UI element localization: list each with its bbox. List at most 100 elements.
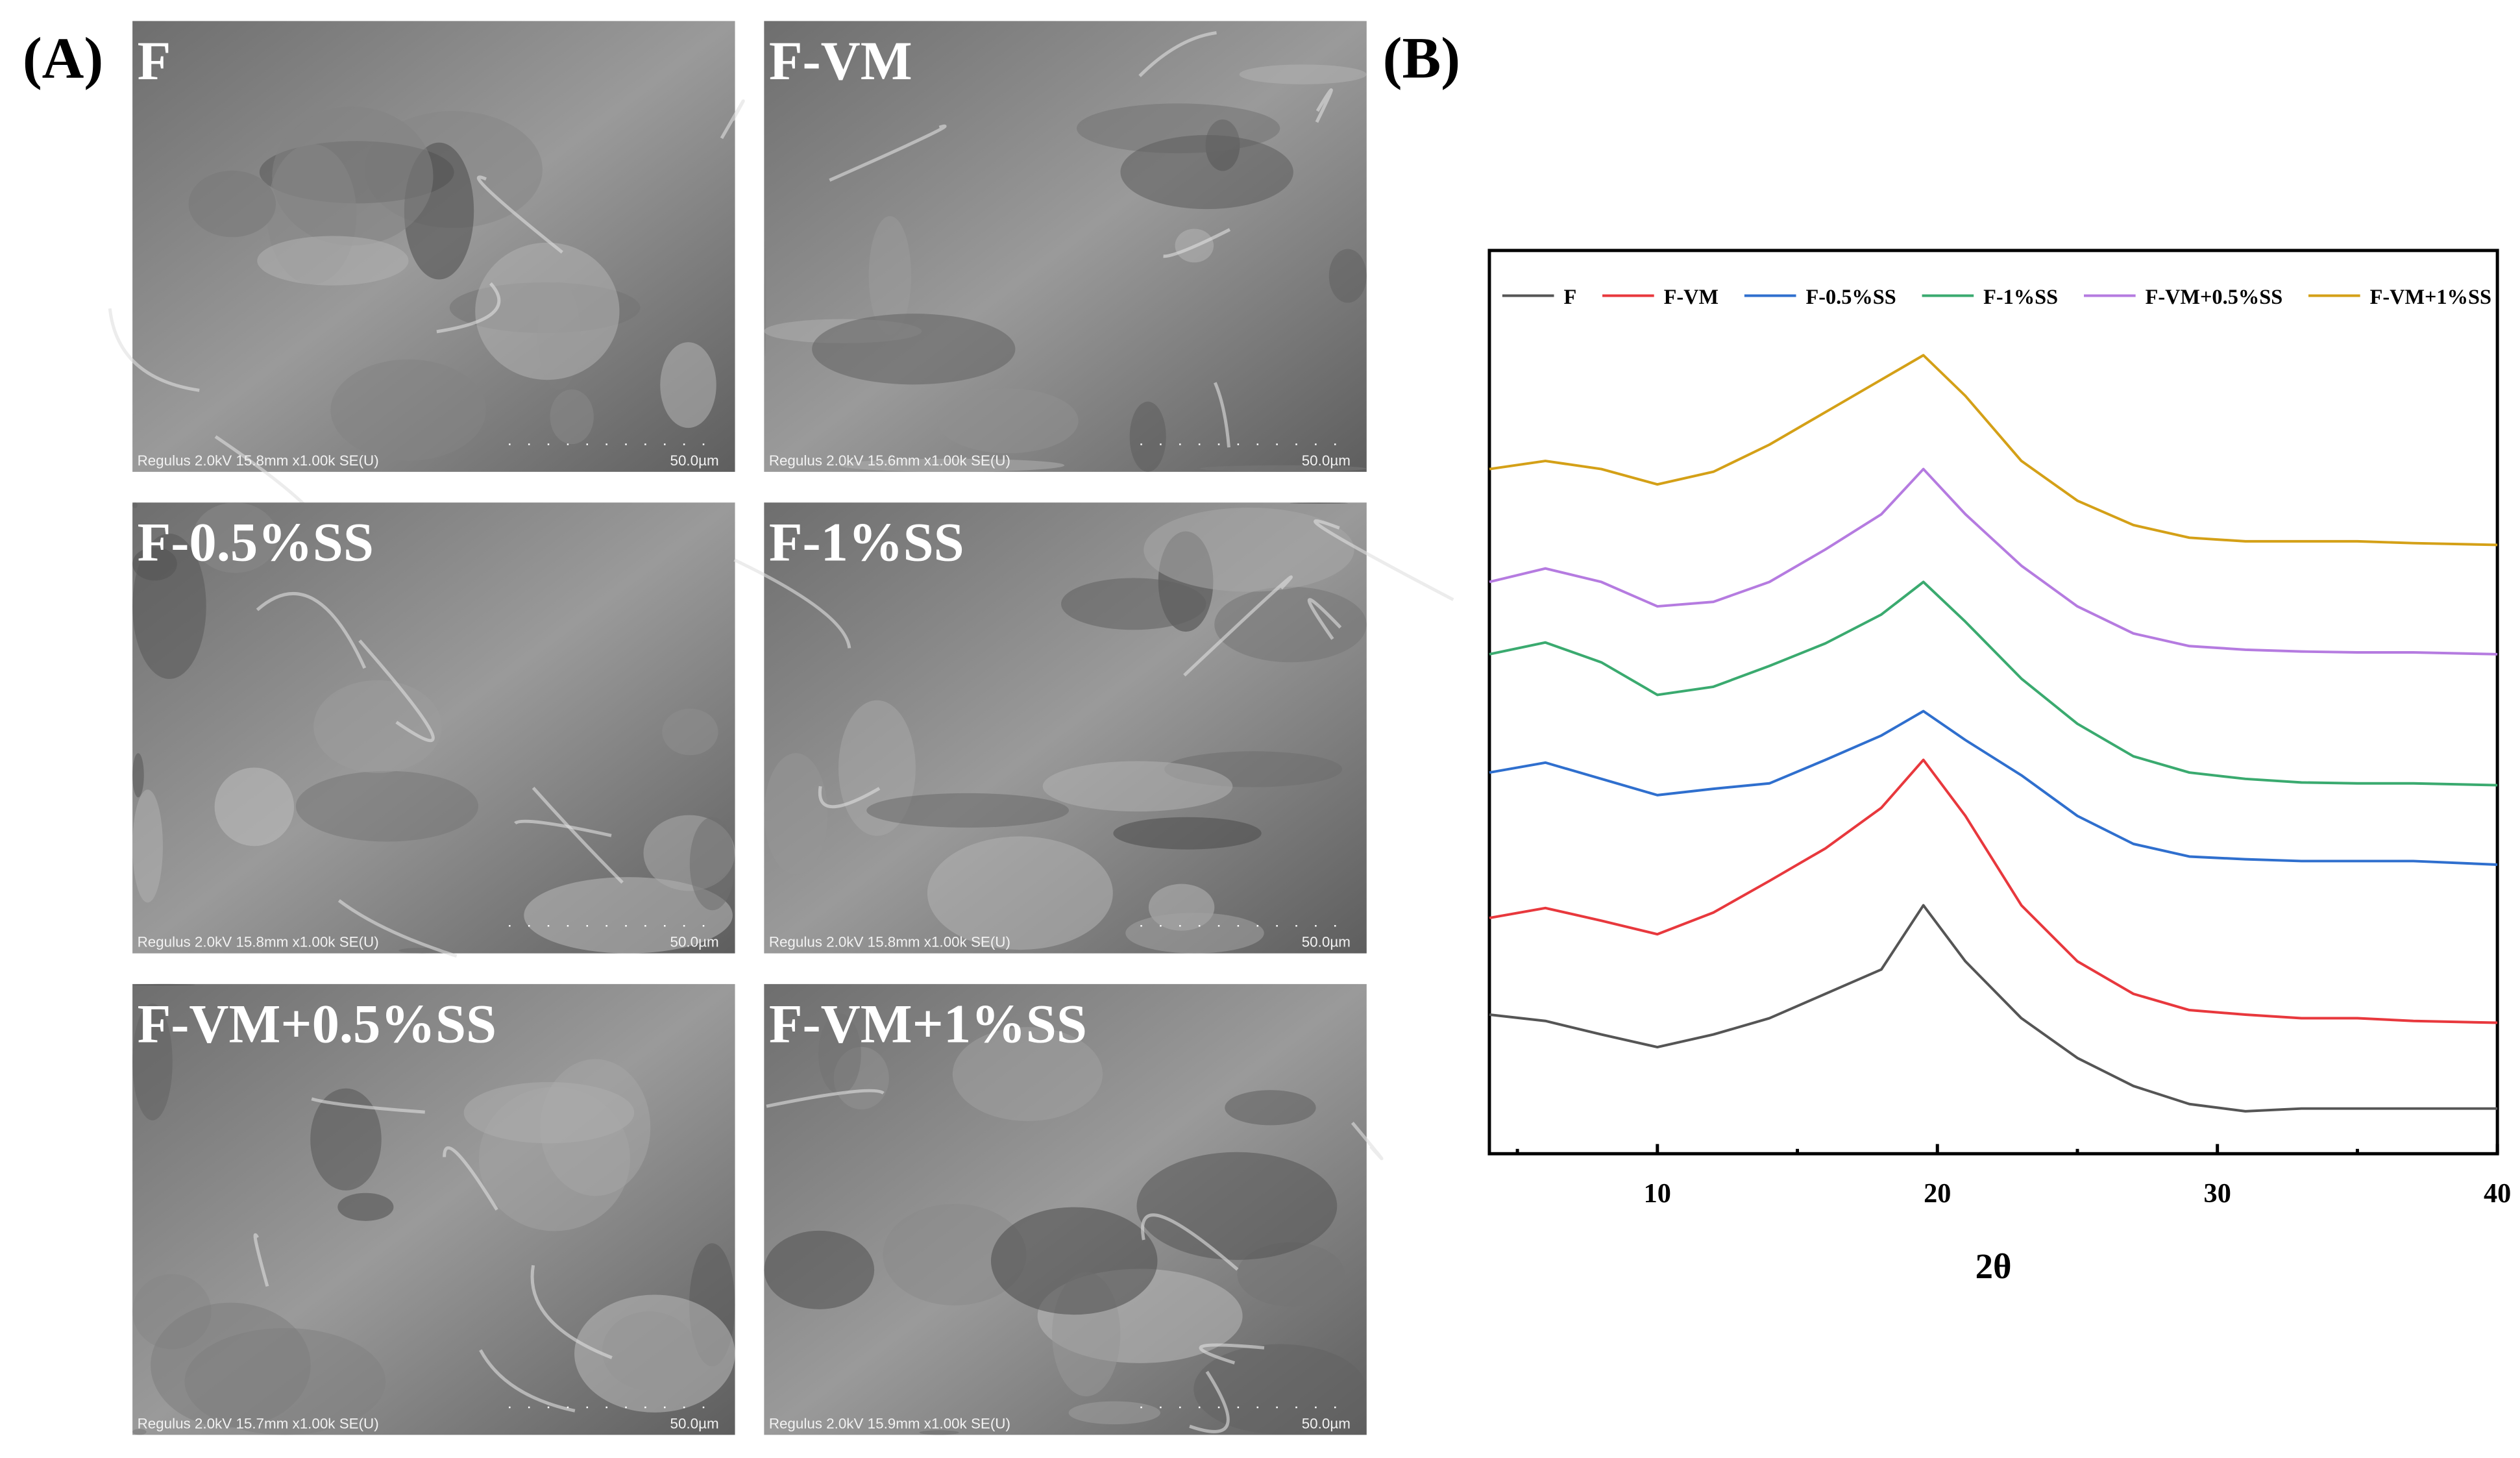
x-tick-label: 40 [2484,1178,2511,1209]
sem-texture [1136,1152,1338,1260]
sem-ridge [766,1089,885,1108]
legend-label: F-0.5%SS [1805,285,1896,308]
sem-ridge [1214,382,1231,448]
sem-ridge [476,175,563,254]
sem-ridge [256,592,367,669]
series-line [1489,904,2498,1113]
sem-scale-label: 50.0µm [1302,452,1351,469]
sem-image: F-VM Regulus 2.0kV 15.6mm x1.00k SE(U) 50.… [764,21,1367,472]
sem-texture [1290,502,1348,504]
sem-texture [764,241,766,357]
legend-label: F-VM+0.5%SS [2146,285,2283,308]
sem-texture [151,1302,311,1428]
sem-ridge [436,282,501,334]
sem-caption: Regulus 2.0kV 15.8mm x1.00k SE(U) [138,452,379,469]
sem-texture [1225,1090,1316,1126]
legend-label: F [1563,285,1576,308]
sem-ridge [1307,598,1342,640]
sem-ridge [530,1265,613,1359]
sem-ridge [1351,1122,1384,1161]
sem-texture [337,1192,394,1221]
sem-ridge [532,786,624,884]
sem-texture [764,1230,875,1309]
sem-ridge [1314,519,1454,602]
legend-label: F-VM+1%SS [2370,285,2491,308]
sem-caption: Regulus 2.0kV 15.9mm x1.00k SE(U) [769,1415,1010,1431]
sem-ridge [1189,1370,1230,1433]
sem-label: F-1%SS [769,513,964,573]
sem-texture [1129,401,1166,472]
sem-ridge [818,785,881,809]
sem-texture [463,1081,635,1144]
sem-texture [524,877,733,954]
sem-ridge [1163,228,1231,258]
x-tick-label: 20 [1924,1178,1951,1209]
sem-texture [689,817,735,911]
sem-texture [952,1027,1103,1122]
sem-texture [1120,135,1293,210]
sem-ridge [1141,1213,1239,1271]
sem-texture [132,983,195,986]
sem-texture [1042,761,1233,812]
sem-texture [662,708,718,756]
sem-caption: Regulus 2.0kV 15.8mm x1.00k SE(U) [769,934,1010,950]
sem-texture [927,836,1113,950]
sem-texture [257,236,409,286]
sem-texture [310,1088,382,1191]
sem-ridge [829,124,947,182]
sem-ridge [720,99,745,140]
legend-label: F-VM [1664,285,1719,308]
sem-ridge [443,1146,498,1211]
sem-label: F-VM+0.5%SS [138,995,497,1055]
sem-texture [660,342,716,428]
sem-texture [937,388,1079,454]
sem-ridge [1315,88,1333,123]
panel-a-label: (A) [23,27,103,91]
sem-texture [132,1429,147,1435]
legend-label: F-1%SS [1983,285,2058,308]
sem-label: F [138,31,171,92]
sem-texture [1328,249,1367,303]
sem-background [764,21,1367,472]
sem-ridge [733,558,851,649]
sem-ridge [253,1233,269,1287]
sem-texture [1125,913,1264,954]
sem-texture [132,753,144,798]
sem-ridge [1138,31,1217,77]
sem-image: F-VM+1%SS Regulus 2.0kV 15.9mm x1.00k SE(… [764,983,1384,1435]
sem-texture [1144,508,1354,592]
sem-texture [812,314,1016,385]
sem-image: F-0.5%SS Regulus 2.0kV 15.8mm x1.00k SE(U… [132,502,735,958]
sem-texture [866,793,1070,828]
series-line [1489,580,2498,787]
sem-ridge [514,819,612,837]
sem-ridge [1199,1343,1265,1365]
sem-texture [1199,465,1367,472]
sem-caption: Regulus 2.0kV 15.8mm x1.00k SE(U) [138,934,379,950]
sem-texture [214,767,295,846]
sem-texture [1193,1344,1367,1435]
sem-image: F-1%SS Regulus 2.0kV 15.8mm x1.00k SE(U) 5… [733,502,1454,954]
sem-texture [272,106,434,246]
sem-ridge [1183,575,1293,677]
sem-texture [883,1204,1027,1306]
sem-texture [990,1207,1158,1315]
x-tick-label: 10 [1644,1178,1671,1209]
panel-b-label: (B) [1383,27,1460,91]
sem-scale-label: 50.0µm [670,1415,719,1431]
sem-ridge [108,308,200,392]
sem-texture [313,680,442,773]
sem-texture [192,502,278,573]
sem-caption: Regulus 2.0kV 15.6mm x1.00k SE(U) [769,452,1010,469]
series-line [1489,710,2498,866]
sem-texture [132,502,138,508]
sem-texture [1239,64,1367,84]
sem-ridge [311,1097,425,1114]
plot-frame [1487,249,2499,1155]
sem-ridge [337,899,458,958]
sem-scale-label: 50.0µm [1302,934,1351,950]
sem-image: F-VM+0.5%SS Regulus 2.0kV 15.7mm x1.00k S… [132,983,735,1435]
sem-texture [330,359,486,461]
sem-texture [919,1430,959,1435]
